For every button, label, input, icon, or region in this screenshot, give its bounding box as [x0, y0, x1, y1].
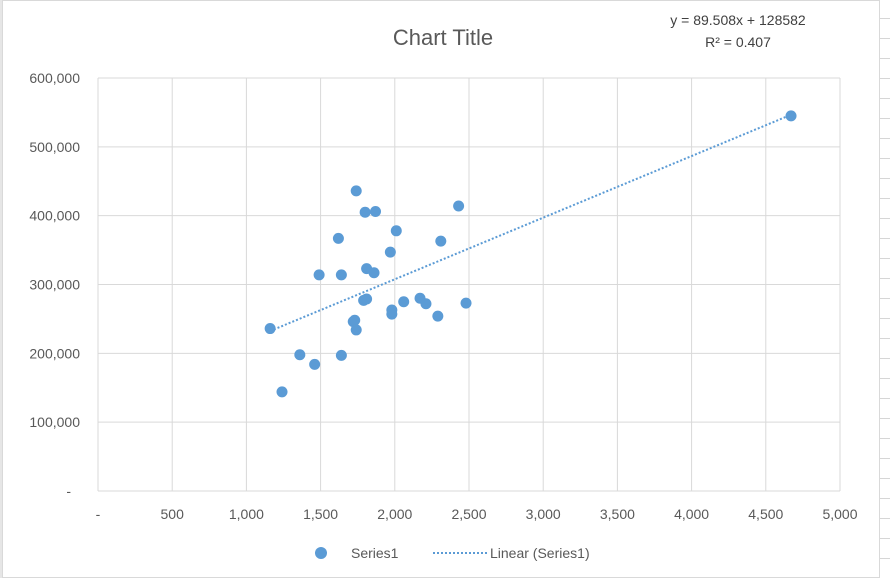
x-tick-label: 5,000 — [822, 506, 857, 522]
sheet-row-divider — [879, 438, 890, 439]
sheet-row-divider — [879, 358, 890, 359]
x-tick-label: 3,500 — [600, 506, 635, 522]
y-axis-ticks: - 100,000 200,000 300,000 400,000 500,000 600,… — [29, 70, 80, 499]
sheet-row-divider — [879, 398, 890, 399]
data-point — [420, 298, 432, 310]
x-tick-label: 1,500 — [303, 506, 338, 522]
legend[interactable]: Series1 Linear (Series1) — [315, 545, 590, 561]
sheet-row-divider — [879, 58, 890, 59]
chart-title[interactable]: Chart Title — [393, 25, 493, 50]
data-point — [785, 110, 797, 122]
legend-marker-series1 — [315, 547, 327, 559]
sheet-row-divider — [879, 418, 890, 419]
data-point — [332, 232, 344, 244]
sheet-row-divider — [879, 338, 890, 339]
sheet-row-divider — [879, 278, 890, 279]
data-point — [335, 349, 347, 361]
data-point — [368, 267, 380, 279]
gridlines — [97, 77, 841, 492]
data-point — [350, 185, 362, 197]
data-point — [294, 349, 306, 361]
data-point — [335, 269, 347, 281]
x-tick-label: 4,000 — [674, 506, 709, 522]
sheet-row-divider — [879, 258, 890, 259]
x-tick-label: 3,000 — [526, 506, 561, 522]
data-point — [359, 206, 371, 218]
sheet-row-divider — [879, 238, 890, 239]
data-point — [309, 358, 321, 370]
x-tick-label: 2,000 — [377, 506, 412, 522]
y-tick-label: - — [66, 483, 71, 499]
legend-label-series1: Series1 — [351, 545, 399, 561]
data-points — [264, 110, 797, 398]
sheet-row-divider — [879, 198, 890, 199]
trendline-equation[interactable]: y = 89.508x + 128582 — [670, 12, 806, 28]
data-point — [349, 314, 361, 326]
data-point — [313, 269, 325, 281]
y-tick-label: 400,000 — [29, 208, 80, 224]
x-tick-label: - — [96, 506, 101, 522]
data-point — [370, 206, 382, 218]
data-point — [276, 386, 288, 398]
data-point — [384, 246, 396, 258]
y-tick-label: 500,000 — [29, 139, 80, 155]
x-tick-label: 2,500 — [451, 506, 486, 522]
sheet-row-divider — [879, 78, 890, 79]
legend-label-trendline: Linear (Series1) — [490, 545, 590, 561]
data-point — [432, 310, 444, 322]
trendline-group — [269, 113, 792, 332]
sheet-row-divider — [879, 158, 890, 159]
sheet-row-divider — [879, 138, 890, 139]
data-point — [398, 296, 410, 308]
sheet-row-divider — [879, 458, 890, 459]
sheet-row-divider — [879, 118, 890, 119]
y-tick-label: 300,000 — [29, 277, 80, 293]
sheet-row-divider — [879, 218, 890, 219]
trendline — [269, 113, 792, 332]
sheet-row-divider — [879, 518, 890, 519]
sheet-row-divider — [879, 178, 890, 179]
sheet-row-divider — [879, 538, 890, 539]
scatter-chart: - 500 1,000 1,500 2,000 2,500 3,000 3,500 4,000 4… — [29, 12, 858, 561]
y-tick-label: 200,000 — [29, 345, 80, 361]
data-point — [350, 324, 362, 336]
data-point — [435, 235, 447, 247]
sheet-right-cells — [879, 0, 890, 578]
sheet-row-divider — [879, 478, 890, 479]
data-point — [453, 200, 465, 212]
sheet-row-divider — [879, 558, 890, 559]
sheet-row-divider — [879, 318, 890, 319]
x-tick-label: 4,500 — [748, 506, 783, 522]
x-axis-ticks: - 500 1,000 1,500 2,000 2,500 3,000 3,500 4,000 4… — [96, 506, 858, 522]
trendline-r-squared[interactable]: R² = 0.407 — [705, 34, 771, 50]
data-point — [264, 323, 276, 335]
data-point — [460, 297, 472, 309]
sheet-row-divider — [879, 98, 890, 99]
x-tick-label: 1,000 — [229, 506, 264, 522]
sheet-row-divider — [879, 18, 890, 19]
sheet-row-divider — [879, 498, 890, 499]
sheet-row-divider — [879, 38, 890, 39]
y-tick-label: 100,000 — [29, 414, 80, 430]
sheet-row-divider — [879, 298, 890, 299]
sheet-row-divider — [879, 378, 890, 379]
x-tick-label: 500 — [161, 506, 185, 522]
data-point — [386, 308, 398, 320]
data-point — [361, 293, 373, 305]
data-point — [390, 225, 402, 237]
y-tick-label: 600,000 — [29, 70, 80, 86]
